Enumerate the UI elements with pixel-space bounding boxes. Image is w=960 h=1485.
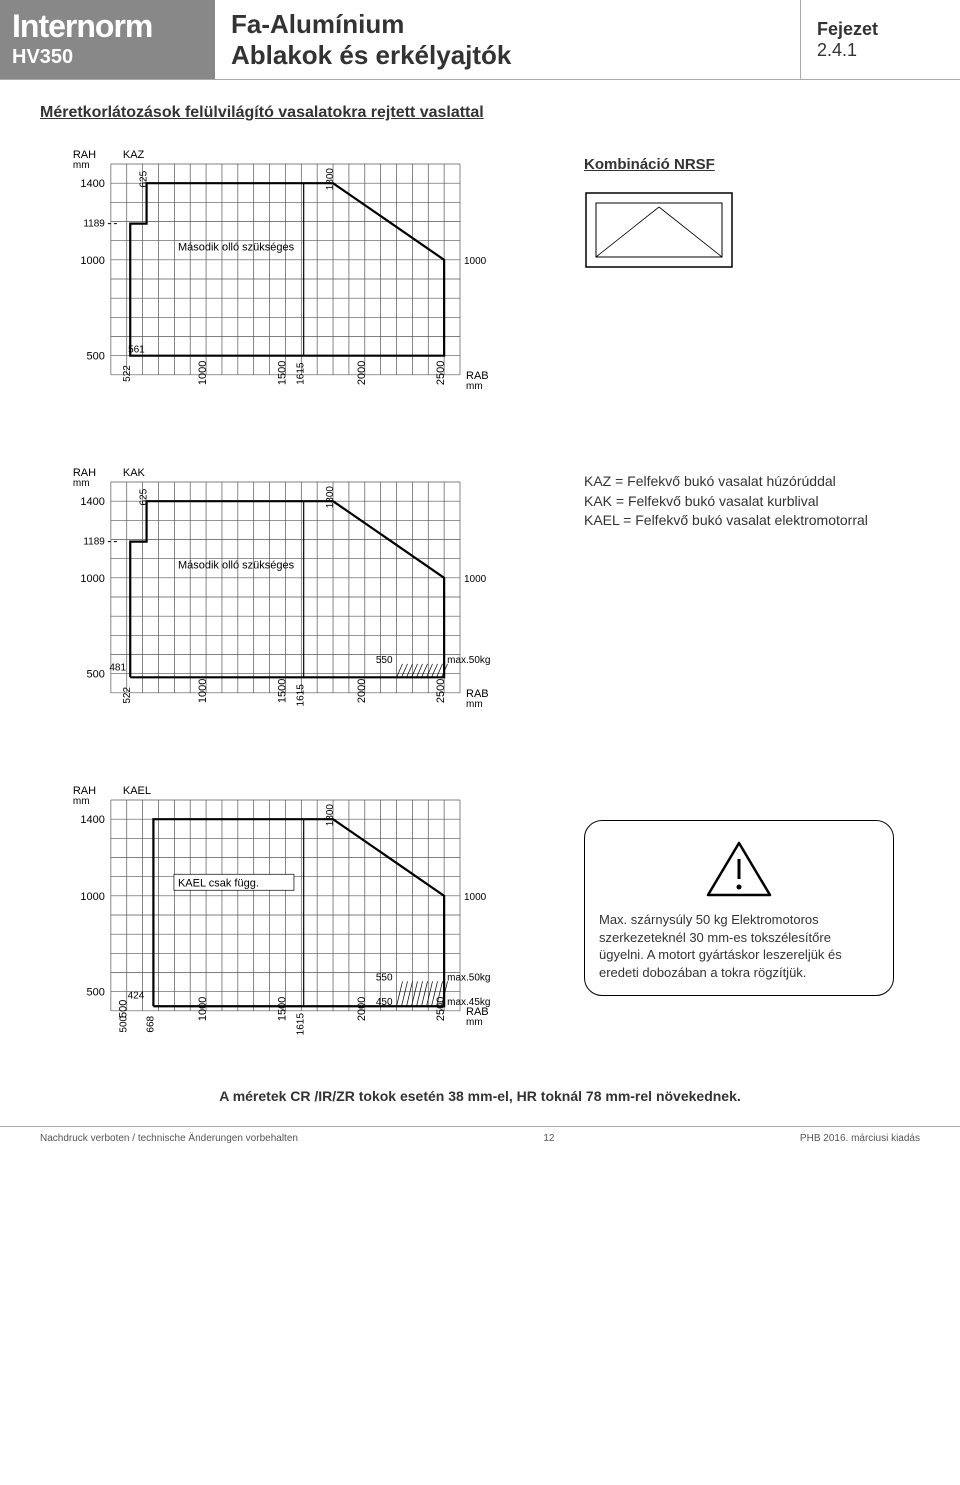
svg-text:500: 500 [87, 987, 105, 999]
svg-text:625: 625 [139, 488, 150, 505]
chart-svg: 1000150020002500500100014001189RAHmmRABm… [40, 452, 560, 752]
svg-text:1400: 1400 [80, 814, 104, 826]
svg-text:1000: 1000 [80, 573, 104, 585]
svg-text:550: 550 [376, 972, 393, 983]
chart-svg: 1000150020002500500100014001189RAHmmRABm… [40, 134, 560, 434]
header-title-box: Fa-Alumínium Ablakok és erkélyajtók [215, 0, 800, 79]
svg-text:1189: 1189 [83, 537, 105, 548]
definitions-text: KAZ = Felfekvő bukó vasalat húzórúddalKA… [584, 472, 894, 531]
svg-text:1615: 1615 [296, 684, 307, 707]
svg-text:1000: 1000 [197, 679, 209, 703]
combo-label: Kombináció NRSF [584, 154, 894, 175]
svg-text:1615: 1615 [296, 362, 307, 385]
footer-left: Nachdruck verboten / technische Änderung… [40, 1133, 298, 1144]
svg-text:mm: mm [466, 1017, 483, 1028]
content-area: 1000150020002500500100014001189RAHmmRABm… [0, 134, 960, 1104]
section-title: Méretkorlátozások felülvilágító vasalato… [40, 104, 960, 122]
svg-text:1000: 1000 [464, 256, 487, 267]
svg-text:2500: 2500 [435, 997, 447, 1021]
svg-text:668: 668 [145, 1015, 156, 1032]
svg-text:450: 450 [376, 997, 393, 1008]
svg-text:1400: 1400 [80, 496, 104, 508]
svg-text:mm: mm [466, 699, 483, 710]
svg-text:522: 522 [122, 365, 133, 382]
title-line-2: Ablakok és erkélyajtók [231, 40, 784, 71]
svg-text:1615: 1615 [296, 1013, 307, 1036]
svg-text:KAZ: KAZ [123, 149, 145, 161]
title-line-1: Fa-Alumínium [231, 9, 784, 40]
side-kaz: Kombináció NRSF [584, 134, 894, 269]
brand-text: Internorm [12, 10, 203, 42]
svg-text:Második olló szükséges: Második olló szükséges [178, 241, 295, 253]
header-chapter-box: Fejezet 2.4.1 [800, 0, 960, 79]
svg-text:mm: mm [73, 478, 90, 489]
chart-kael: 100015002000250050050010001400RAHmmRABmm… [40, 770, 560, 1070]
warning-note-text: Max. szárnysúly 50 kg Elektromotoros sze… [599, 911, 879, 981]
nrsf-icon [584, 191, 894, 269]
svg-text:max.50kg: max.50kg [447, 655, 490, 666]
page-footnote: A méretek CR /IR/ZR tokok esetén 38 mm-e… [40, 1088, 920, 1104]
svg-text:1000: 1000 [197, 361, 209, 385]
side-kael: Max. szárnysúly 50 kg Elektromotoros sze… [584, 770, 894, 996]
warning-note-box: Max. szárnysúly 50 kg Elektromotoros sze… [584, 820, 894, 996]
svg-text:1500: 1500 [276, 679, 288, 703]
svg-text:500: 500 [87, 351, 105, 363]
svg-text:1000: 1000 [197, 997, 209, 1021]
svg-text:481: 481 [109, 663, 126, 674]
svg-text:1800: 1800 [325, 168, 336, 191]
svg-text:2500: 2500 [435, 361, 447, 385]
svg-text:500: 500 [118, 1000, 130, 1018]
chart-row-kaz: 1000150020002500500100014001189RAHmmRABm… [40, 134, 920, 434]
svg-text:1000: 1000 [464, 574, 487, 585]
svg-text:424: 424 [128, 990, 145, 1001]
svg-text:mm: mm [73, 796, 90, 807]
svg-text:2000: 2000 [356, 361, 368, 385]
chapter-label: Fejezet [817, 19, 944, 40]
svg-text:KAK: KAK [123, 467, 146, 479]
svg-text:1400: 1400 [80, 178, 104, 190]
chart-row-kael: 100015002000250050050010001400RAHmmRABmm… [40, 770, 920, 1070]
svg-text:1000: 1000 [464, 892, 487, 903]
chapter-number: 2.4.1 [817, 40, 944, 61]
svg-text:1000: 1000 [80, 255, 104, 267]
chart-kak: 1000150020002500500100014001189RAHmmRABm… [40, 452, 560, 752]
svg-text:1189: 1189 [83, 219, 105, 230]
svg-text:522: 522 [122, 687, 133, 704]
svg-text:KAEL: KAEL [123, 785, 151, 797]
svg-text:max.50kg: max.50kg [447, 972, 490, 983]
header-brand-box: Internorm HV350 [0, 0, 215, 79]
svg-text:561: 561 [128, 345, 145, 356]
chart-svg: 100015002000250050050010001400RAHmmRABmm… [40, 770, 560, 1070]
page-header: Internorm HV350 Fa-Alumínium Ablakok és … [0, 0, 960, 80]
svg-text:1000: 1000 [80, 891, 104, 903]
model-code: HV350 [12, 46, 203, 69]
svg-text:1800: 1800 [325, 486, 336, 509]
svg-text:2000: 2000 [356, 679, 368, 703]
svg-text:KAEL csak függ.: KAEL csak függ. [178, 877, 259, 889]
svg-text:550: 550 [376, 655, 393, 666]
svg-text:500: 500 [87, 669, 105, 681]
footer-right: PHB 2016. márciusi kiadás [800, 1133, 920, 1144]
warning-icon [704, 839, 774, 901]
svg-text:1500: 1500 [276, 997, 288, 1021]
chart-row-kak: 1000150020002500500100014001189RAHmmRABm… [40, 452, 920, 752]
footer-page: 12 [543, 1133, 554, 1144]
svg-text:Második olló szükséges: Második olló szükséges [178, 559, 295, 571]
svg-text:mm: mm [73, 160, 90, 171]
chart-kaz: 1000150020002500500100014001189RAHmmRABm… [40, 134, 560, 434]
svg-text:1800: 1800 [325, 804, 336, 827]
svg-text:2500: 2500 [435, 679, 447, 703]
svg-text:2000: 2000 [356, 997, 368, 1021]
svg-text:500: 500 [119, 1015, 130, 1032]
page-footer: Nachdruck verboten / technische Änderung… [0, 1126, 960, 1150]
svg-text:max.45kg: max.45kg [447, 997, 490, 1008]
svg-text:mm: mm [466, 381, 483, 392]
side-kak: KAZ = Felfekvő bukó vasalat húzórúddalKA… [584, 452, 894, 531]
svg-text:1500: 1500 [276, 361, 288, 385]
svg-text:625: 625 [139, 170, 150, 187]
